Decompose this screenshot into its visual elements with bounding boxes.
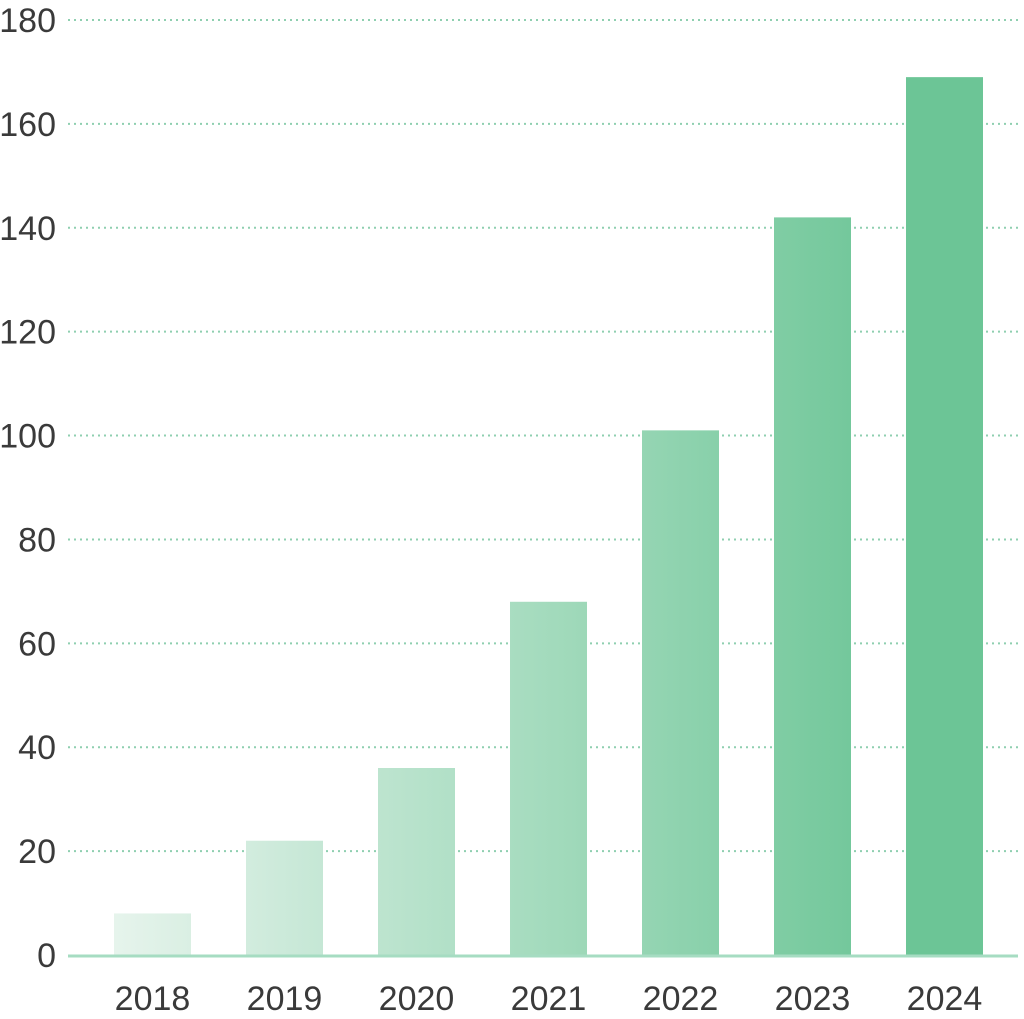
y-tick-label: 80 [18,521,56,559]
bar-2023 [774,217,851,955]
x-tick-label: 2018 [115,980,191,1018]
x-tick-label: 2021 [511,980,587,1018]
bar-2018 [114,913,191,955]
y-tick-label: 120 [0,314,56,352]
y-tick-label: 100 [0,418,56,456]
bar-2021 [510,601,587,955]
y-tick-label: 40 [18,729,56,767]
x-tick-label: 2020 [379,980,455,1018]
y-tick-label: 60 [18,625,56,663]
bar-2019 [246,840,323,955]
y-tick-label: 20 [18,833,56,871]
y-axis-ticks: 0 20 40 60 80 100 120 140 160 180 [0,2,56,975]
y-tick-label: 140 [0,210,56,248]
bars [114,77,983,956]
x-tick-label: 2019 [247,980,323,1018]
y-tick-label: 160 [0,106,56,144]
x-axis-ticks: 2018 2019 2020 2021 2022 2023 2024 [115,980,983,1018]
x-tick-label: 2024 [907,980,983,1018]
bar-2020 [378,768,455,955]
x-tick-label: 2023 [775,980,851,1018]
bar-2022 [642,430,719,956]
y-tick-label: 180 [0,2,56,40]
x-tick-label: 2022 [643,980,719,1018]
y-tick-label: 0 [37,937,56,975]
bar-2024 [906,77,983,955]
